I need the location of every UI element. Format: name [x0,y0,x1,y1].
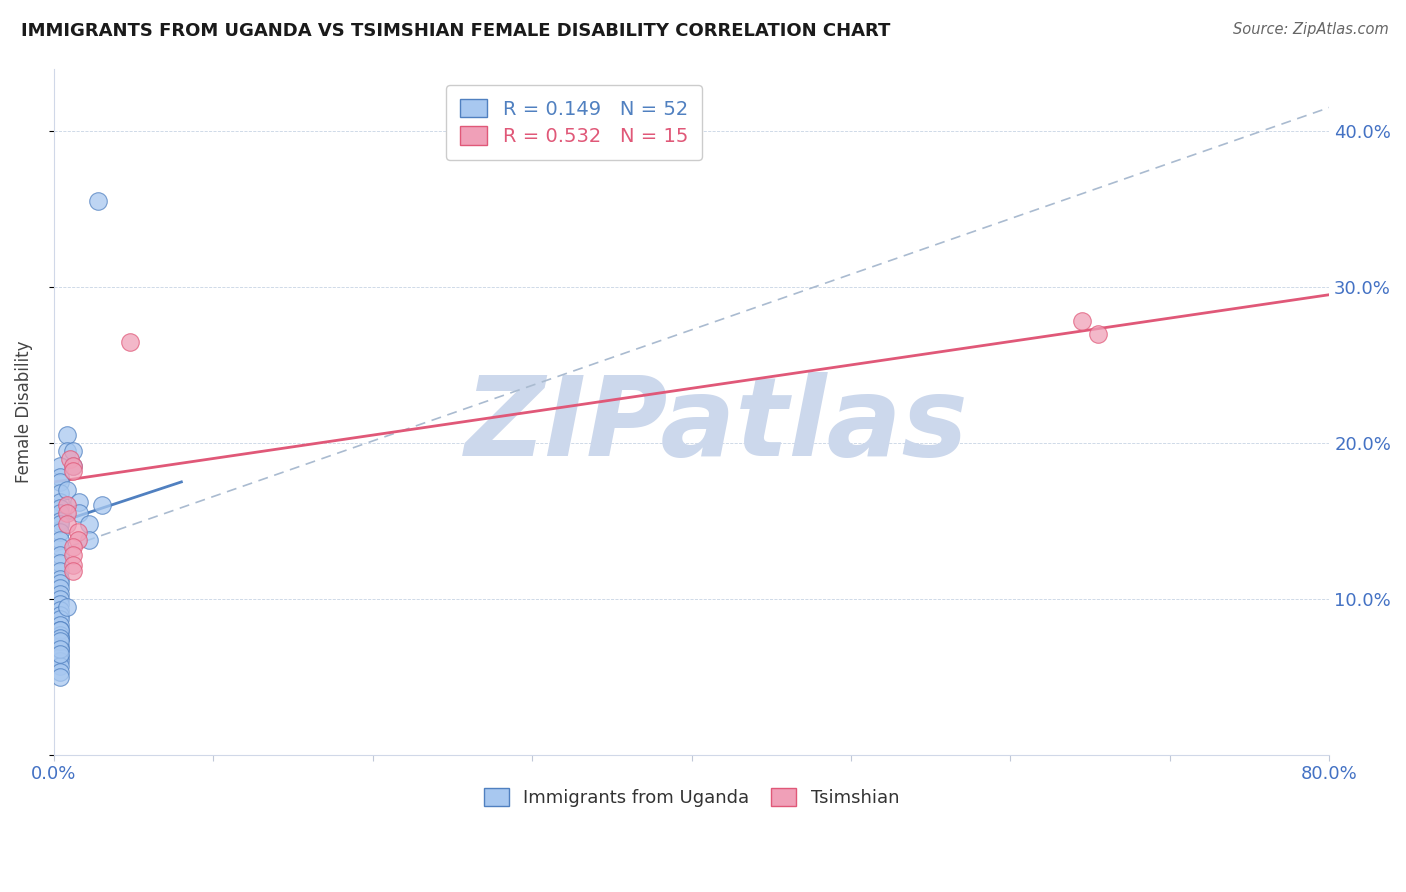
Point [49,524,72,539]
Text: ZIPatlas: ZIPatlas [465,372,969,479]
Point [55,483,77,497]
Point [49,631,72,645]
Point [49,665,72,680]
Point [1071,314,1094,328]
Point [49,581,72,595]
Point [55,506,77,520]
Point [49,670,72,684]
Point [49,548,72,562]
Point [49,612,72,626]
Point [49,564,72,578]
Point [66,524,89,539]
Point [49,639,72,653]
Point [49,654,72,668]
Point [62,459,84,474]
Point [1087,326,1109,341]
Point [62,564,84,578]
Point [49,495,72,509]
Point [49,576,72,591]
Point [77,533,100,547]
Point [62,541,84,555]
Legend: Immigrants from Uganda, Tsimshian: Immigrants from Uganda, Tsimshian [477,781,907,814]
Point [49,603,72,617]
Point [49,597,72,611]
Point [49,607,72,622]
Text: Source: ZipAtlas.com: Source: ZipAtlas.com [1233,22,1389,37]
Point [62,558,84,572]
Point [67,495,90,509]
Point [62,464,84,478]
Point [49,647,72,661]
Point [49,641,72,656]
Point [55,443,77,458]
Point [49,501,72,516]
Point [120,334,142,349]
Point [49,587,72,601]
Point [49,475,72,489]
Point [49,591,72,606]
Point [49,459,72,474]
Point [49,556,72,570]
Point [49,514,72,528]
Point [62,459,84,474]
Point [49,516,72,531]
Point [49,618,72,632]
Point [49,506,72,520]
Point [90,498,112,512]
Point [55,599,77,614]
Point [49,470,72,484]
Point [55,428,77,442]
Point [49,628,72,642]
Point [49,643,72,657]
Point [49,572,72,586]
Point [77,516,100,531]
Point [62,548,84,562]
Point [49,659,72,673]
Y-axis label: Female Disability: Female Disability [15,341,32,483]
Point [59,451,82,466]
Point [49,623,72,637]
Point [49,541,72,555]
Point [55,498,77,512]
Point [87,194,110,208]
Point [62,443,84,458]
Text: IMMIGRANTS FROM UGANDA VS TSIMSHIAN FEMALE DISABILITY CORRELATION CHART: IMMIGRANTS FROM UGANDA VS TSIMSHIAN FEMA… [21,22,890,40]
Point [55,516,77,531]
Point [49,533,72,547]
Point [49,623,72,637]
Point [66,533,89,547]
Point [49,485,72,500]
Point [49,634,72,648]
Point [49,649,72,664]
Point [67,506,90,520]
Point [49,632,72,647]
